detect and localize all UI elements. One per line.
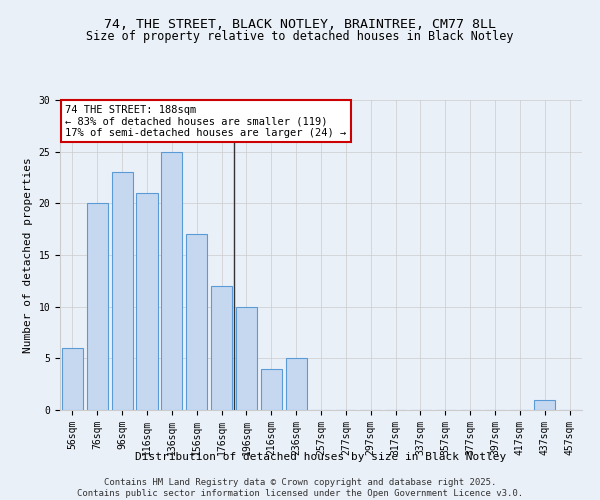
Bar	[236, 306, 257, 410]
Bar	[112, 172, 133, 410]
Bar	[186, 234, 207, 410]
Bar	[534, 400, 555, 410]
Text: Contains HM Land Registry data © Crown copyright and database right 2025.
Contai: Contains HM Land Registry data © Crown c…	[77, 478, 523, 498]
Bar	[286, 358, 307, 410]
Text: Distribution of detached houses by size in Black Notley: Distribution of detached houses by size …	[136, 452, 506, 462]
Text: 74, THE STREET, BLACK NOTLEY, BRAINTREE, CM77 8LL: 74, THE STREET, BLACK NOTLEY, BRAINTREE,…	[104, 18, 496, 30]
Bar	[136, 193, 158, 410]
Bar	[211, 286, 232, 410]
Bar	[261, 368, 282, 410]
Bar	[62, 348, 83, 410]
Y-axis label: Number of detached properties: Number of detached properties	[23, 157, 33, 353]
Text: Size of property relative to detached houses in Black Notley: Size of property relative to detached ho…	[86, 30, 514, 43]
Bar	[161, 152, 182, 410]
Bar	[87, 204, 108, 410]
Text: 74 THE STREET: 188sqm
← 83% of detached houses are smaller (119)
17% of semi-det: 74 THE STREET: 188sqm ← 83% of detached …	[65, 104, 346, 138]
